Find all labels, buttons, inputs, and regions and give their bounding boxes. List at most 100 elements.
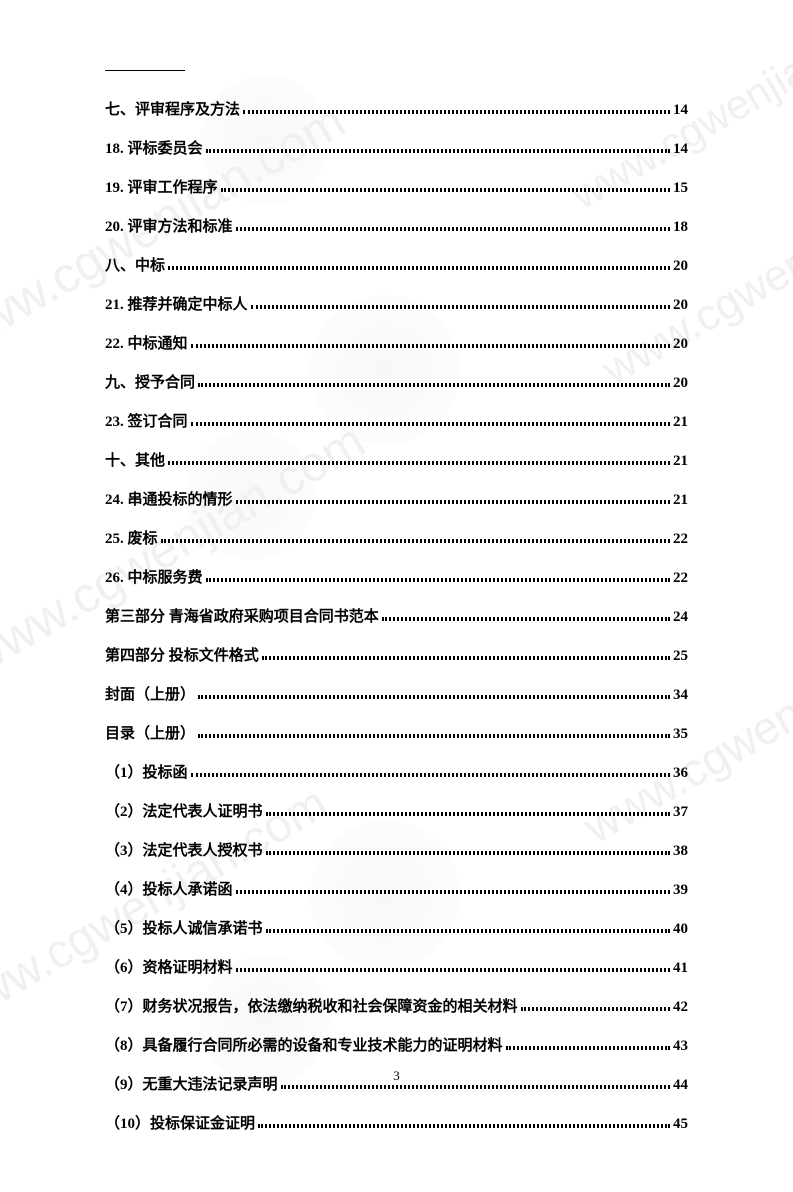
- toc-leader-dots: [236, 229, 670, 231]
- toc-label: 26. 中标服务费: [105, 567, 203, 590]
- toc-entry: 20. 评审方法和标准 18: [105, 216, 688, 239]
- toc-label: （5）投标人诚信承诺书: [105, 918, 263, 941]
- toc-page: 25: [673, 645, 688, 668]
- toc-page: 42: [673, 996, 688, 1019]
- toc-page: 40: [673, 918, 688, 941]
- toc-page: 22: [673, 528, 688, 551]
- toc-label: （2）法定代表人证明书: [105, 801, 263, 824]
- toc-label: 目录（上册）: [105, 723, 195, 746]
- toc-content: 七、评审程序及方法14 18. 评标委员会 14 19. 评审工作程序 15 20. 评审…: [0, 0, 793, 1192]
- toc-leader-dots: [243, 112, 670, 114]
- toc-leader-dots: [221, 190, 670, 192]
- toc-page: 20: [673, 255, 688, 278]
- toc-leader-dots: [206, 151, 670, 153]
- toc-page: 37: [673, 801, 688, 824]
- toc-label: （9）无重大违法记录声明: [105, 1074, 278, 1097]
- toc-entry: 18. 评标委员会 14: [105, 138, 688, 161]
- toc-label: 封面（上册）: [105, 684, 195, 707]
- toc-leader-dots: [191, 424, 670, 426]
- toc-label: 十、其他: [105, 450, 165, 473]
- toc-label: 19. 评审工作程序: [105, 177, 218, 200]
- toc-entry: 23. 签订合同 21: [105, 411, 688, 434]
- toc-leader-dots: [236, 502, 670, 504]
- toc-leader-dots: [521, 1009, 670, 1011]
- toc-page: 21: [673, 411, 688, 434]
- toc-entry: （7）财务状况报告，依法缴纳税收和社会保障资金的相关材料 42: [105, 996, 688, 1019]
- toc-entry: 七、评审程序及方法14: [105, 99, 688, 122]
- toc-leader-dots: [266, 814, 670, 816]
- toc-leader-dots: [506, 1048, 670, 1050]
- toc-label: （7）财务状况报告，依法缴纳税收和社会保障资金的相关材料: [105, 996, 518, 1019]
- toc-page: 45: [673, 1113, 688, 1136]
- toc-page: 21: [673, 450, 688, 473]
- toc-label: 第四部分 投标文件格式: [105, 645, 259, 668]
- toc-entry: 第四部分 投标文件格式 25: [105, 645, 688, 668]
- toc-leader-dots: [236, 892, 670, 894]
- toc-entry: （9）无重大违法记录声明 44: [105, 1074, 688, 1097]
- toc-leader-dots: [168, 268, 670, 270]
- toc-leader-dots: [198, 385, 670, 387]
- toc-page: 20: [673, 333, 688, 356]
- toc-label: （6）资格证明材料: [105, 957, 233, 980]
- toc-page: 20: [673, 294, 688, 317]
- toc-label: （10）投标保证金证明: [105, 1113, 255, 1136]
- toc-label: （3）法定代表人授权书: [105, 840, 263, 863]
- toc-entry: 22. 中标通知20: [105, 333, 688, 356]
- toc-entry: 24. 串通投标的情形 21: [105, 489, 688, 512]
- toc-page: 44: [673, 1074, 688, 1097]
- toc-page: 18: [673, 216, 688, 239]
- toc-page: 22: [673, 567, 688, 590]
- toc-leader-dots: [168, 463, 670, 465]
- toc-entry: （5）投标人诚信承诺书 40: [105, 918, 688, 941]
- toc-leader-dots: [251, 307, 670, 309]
- toc-entry: （4）投标人承诺函 39: [105, 879, 688, 902]
- toc-leader-dots: [258, 1126, 670, 1128]
- toc-label: （4）投标人承诺函: [105, 879, 233, 902]
- toc-entry: 九、授予合同20: [105, 372, 688, 395]
- toc-page: 15: [673, 177, 688, 200]
- toc-entry: （2）法定代表人证明书 37: [105, 801, 688, 824]
- toc-entry: 目录（上册） 35: [105, 723, 688, 746]
- toc-entry: 封面（上册）34: [105, 684, 688, 707]
- toc-entry: 21. 推荐并确定中标人 20: [105, 294, 688, 317]
- toc-label: 八、中标: [105, 255, 165, 278]
- toc-page: 36: [673, 762, 688, 785]
- toc-entry: 第三部分 青海省政府采购项目合同书范本 24: [105, 606, 688, 629]
- toc-leader-dots: [191, 346, 670, 348]
- toc-page: 41: [673, 957, 688, 980]
- toc-page: 43: [673, 1035, 688, 1058]
- toc-label: 20. 评审方法和标准: [105, 216, 233, 239]
- toc-entry: （1）投标函 36: [105, 762, 688, 785]
- toc-entry: （10）投标保证金证明 45: [105, 1113, 688, 1136]
- toc-label: 18. 评标委员会: [105, 138, 203, 161]
- toc-list: 七、评审程序及方法14 18. 评标委员会 14 19. 评审工作程序 15 20. 评审…: [105, 99, 688, 1136]
- toc-label: 23. 签订合同: [105, 411, 188, 434]
- toc-entry: （3）法定代表人授权书 38: [105, 840, 688, 863]
- toc-page: 38: [673, 840, 688, 863]
- toc-entry: 26. 中标服务费 22: [105, 567, 688, 590]
- toc-page: 20: [673, 372, 688, 395]
- toc-page: 14: [673, 99, 688, 122]
- toc-label: 21. 推荐并确定中标人: [105, 294, 248, 317]
- toc-label: （8）具备履行合同所必需的设备和专业技术能力的证明材料: [105, 1035, 503, 1058]
- toc-leader-dots: [266, 931, 670, 933]
- toc-leader-dots: [281, 1087, 670, 1089]
- toc-entry: 25. 废标 22: [105, 528, 688, 551]
- toc-leader-dots: [236, 970, 670, 972]
- toc-label: 24. 串通投标的情形: [105, 489, 233, 512]
- toc-page: 35: [673, 723, 688, 746]
- toc-leader-dots: [262, 658, 670, 660]
- toc-leader-dots: [266, 853, 670, 855]
- toc-leader-dots: [198, 736, 670, 738]
- toc-label: 第三部分 青海省政府采购项目合同书范本: [105, 606, 379, 629]
- toc-page: 24: [673, 606, 688, 629]
- toc-entry: （6）资格证明材料 41: [105, 957, 688, 980]
- toc-entry: 八、中标 20: [105, 255, 688, 278]
- toc-leader-dots: [382, 619, 670, 621]
- toc-page: 21: [673, 489, 688, 512]
- toc-label: 25. 废标: [105, 528, 158, 551]
- toc-label: （1）投标函: [105, 762, 188, 785]
- toc-page: 14: [673, 138, 688, 161]
- toc-entry: （8）具备履行合同所必需的设备和专业技术能力的证明材料 43: [105, 1035, 688, 1058]
- toc-page: 39: [673, 879, 688, 902]
